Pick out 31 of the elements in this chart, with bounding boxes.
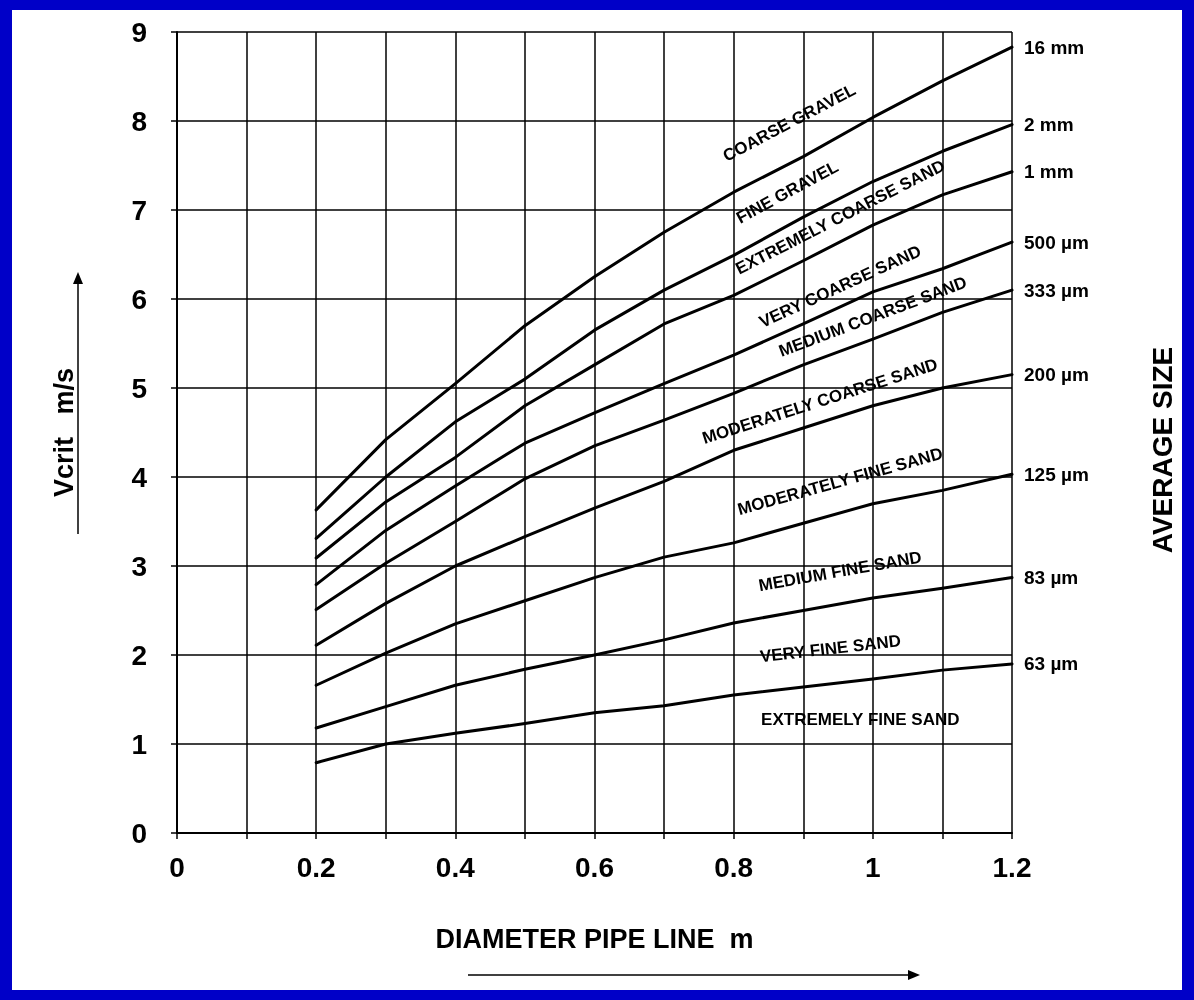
y-tick-label: 0 (131, 817, 147, 849)
y-tick-label: 2 (131, 639, 147, 671)
y-tick-label: 6 (131, 283, 147, 315)
series-label: 125 µm (1024, 463, 1089, 485)
y-tick-label: 9 (131, 16, 147, 48)
series-label: 63 µm (1024, 653, 1079, 675)
series-label: 500 µm (1024, 231, 1089, 253)
x-axis-title: DIAMETER PIPE LINE m (435, 923, 754, 954)
annotation: MEDIUM FINE SAND (757, 547, 924, 596)
x-tick-label: 0.6 (575, 851, 614, 883)
y-tick-label: 7 (131, 194, 147, 226)
x-tick-label: 1 (865, 851, 881, 883)
series-label: 200 µm (1024, 364, 1089, 386)
y-tick-label: 5 (131, 372, 147, 404)
y-tick-label: 3 (131, 550, 147, 582)
y-tick-label: 4 (131, 461, 148, 493)
series-label: 83 µm (1024, 567, 1079, 589)
y-axis-title: Vcrit m/s (48, 367, 79, 498)
series-label: 333 µm (1024, 279, 1089, 301)
series-label: 1 mm (1024, 161, 1074, 183)
y-tick-label: 8 (131, 105, 147, 137)
x-tick-label: 0.2 (296, 851, 336, 883)
y-tick-label: 1 (131, 728, 147, 760)
x-tick-label: 0.8 (714, 851, 754, 883)
x-tick-label: 0 (169, 851, 185, 883)
x-tick-label: 0.4 (435, 851, 476, 883)
annotation: VERY FINE SAND (758, 631, 902, 667)
text: AVERAGE SIZE (1146, 346, 1178, 554)
x-tick-label: 1.2 (992, 851, 1032, 883)
series-label: 2 mm (1024, 114, 1074, 136)
series-label: 16 mm (1024, 36, 1085, 58)
